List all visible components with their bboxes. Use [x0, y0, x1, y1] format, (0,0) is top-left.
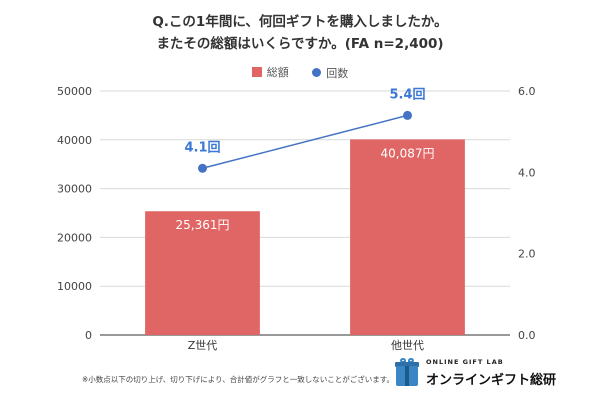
line-point — [403, 110, 412, 120]
chart-title-line2: またその総額はいくらですか。(FA n=2,400) — [156, 36, 444, 52]
legend-swatch-total — [251, 67, 262, 77]
legend-swatch-count — [312, 68, 322, 77]
gift-box-icon — [395, 358, 419, 386]
left-tick-label: 40000 — [57, 134, 92, 147]
right-tick-label: 2.0 — [518, 248, 536, 261]
line-point — [198, 163, 207, 173]
category-label: 他世代 — [391, 339, 424, 352]
legend-item-count: 回数 — [312, 65, 348, 81]
legend-label-count: 回数 — [326, 66, 349, 80]
left-tick-label: 10000 — [57, 280, 92, 293]
chart-title-line1: Q.この1年間に、何回ギフトを購入しましたか。 — [152, 14, 448, 30]
logo-text-jp: オンラインギフト総研 — [426, 373, 557, 388]
chart-legend: 総額 回数 — [0, 64, 600, 81]
bar-value-label: 40,087円 — [381, 146, 435, 160]
left-tick-label: 20000 — [57, 231, 92, 244]
left-tick-label: 0 — [85, 329, 92, 342]
category-label: Z世代 — [188, 339, 218, 352]
bar — [145, 211, 260, 335]
brand-logo: ONLINE GIFT LAB オンラインギフト総研 — [395, 354, 592, 390]
right-tick-label: 6.0 — [518, 85, 536, 98]
legend-item-total: 総額 — [251, 64, 289, 80]
left-tick-label: 30000 — [57, 183, 92, 196]
right-tick-label: 0.0 — [518, 329, 536, 342]
footnote: ※小数点以下の切り上げ、切り下げにより、合計値がグラフと一致しないことがございま… — [82, 375, 395, 384]
logo-text-en: ONLINE GIFT LAB — [426, 358, 504, 366]
bar-value-label: 25,361円 — [176, 218, 230, 232]
left-tick-label: 50000 — [57, 85, 92, 98]
right-tick-label: 4.0 — [518, 166, 536, 179]
line-value-label: 5.4回 — [389, 87, 425, 102]
line-value-label: 4.1回 — [184, 140, 220, 155]
bar — [350, 139, 465, 335]
count-line — [202, 114, 408, 169]
legend-label-total: 総額 — [266, 66, 289, 79]
